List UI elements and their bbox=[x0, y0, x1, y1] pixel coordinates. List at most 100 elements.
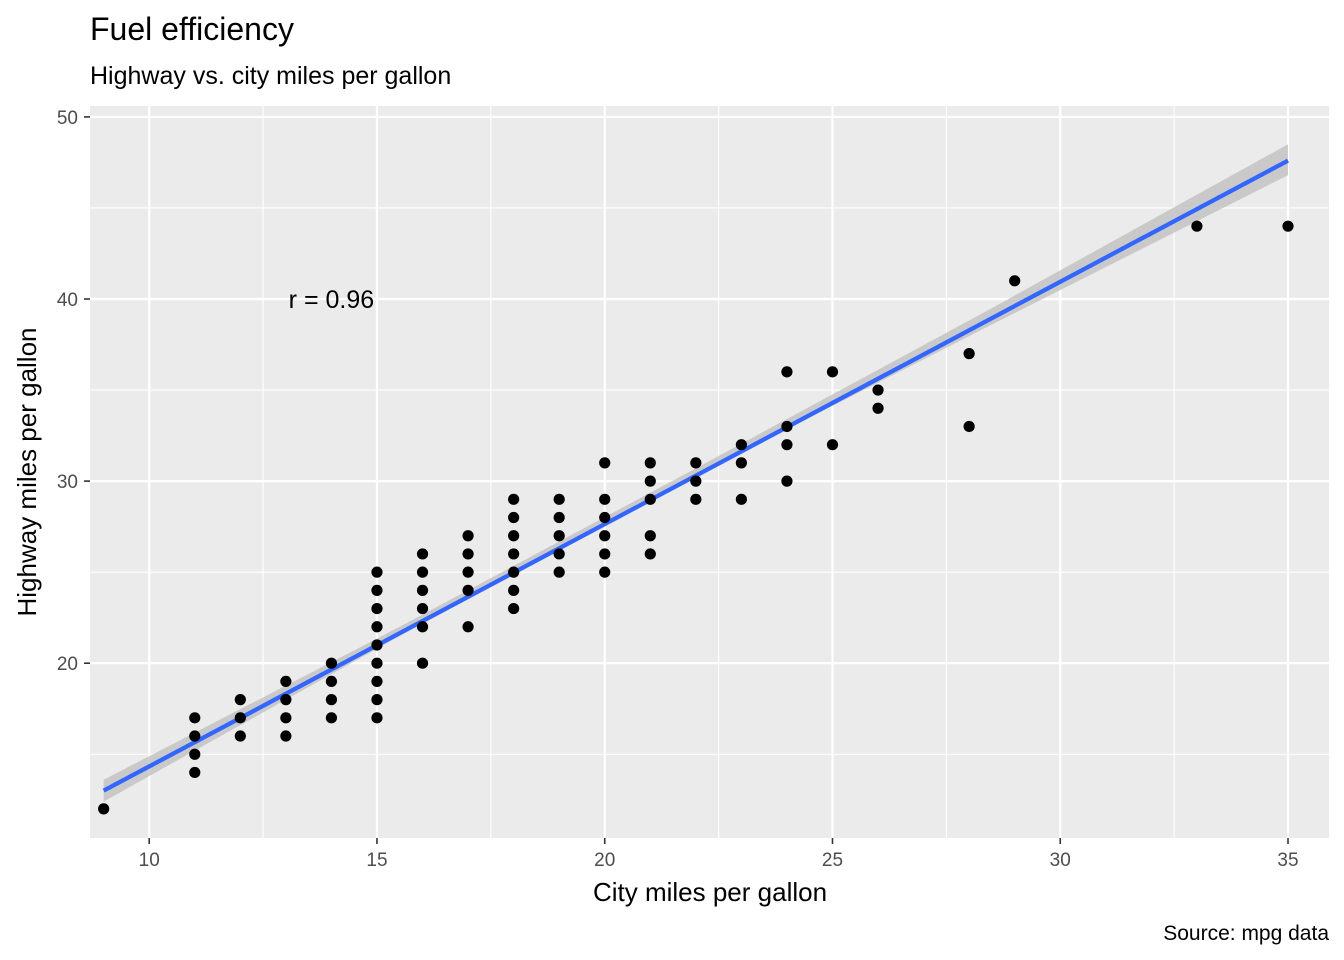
data-point bbox=[781, 420, 793, 433]
data-point bbox=[462, 621, 474, 633]
data-point bbox=[963, 420, 975, 433]
x-axis-title: City miles per gallon bbox=[593, 877, 827, 907]
x-tick-label: 20 bbox=[594, 850, 615, 871]
data-point bbox=[508, 530, 520, 542]
y-tick-label: 50 bbox=[57, 108, 78, 129]
data-point bbox=[644, 530, 656, 542]
data-point bbox=[325, 657, 338, 669]
data-point bbox=[1282, 220, 1294, 232]
data-point bbox=[371, 675, 383, 688]
data-point bbox=[508, 493, 520, 505]
plot-panel bbox=[90, 106, 1329, 838]
data-point bbox=[508, 511, 520, 524]
data-point bbox=[462, 530, 474, 542]
data-point bbox=[325, 712, 338, 724]
data-point bbox=[234, 694, 246, 706]
data-point bbox=[735, 439, 747, 451]
data-point bbox=[599, 530, 611, 542]
data-point bbox=[963, 348, 975, 360]
data-point bbox=[98, 803, 110, 815]
data-point bbox=[371, 657, 383, 669]
data-point bbox=[416, 566, 429, 578]
data-point bbox=[781, 439, 793, 451]
data-point bbox=[826, 366, 839, 378]
x-tick-label: 15 bbox=[366, 850, 387, 871]
data-point bbox=[644, 457, 656, 469]
data-point bbox=[690, 475, 702, 487]
data-point bbox=[280, 730, 292, 742]
data-point bbox=[690, 457, 702, 469]
data-point bbox=[508, 584, 520, 596]
data-point bbox=[371, 694, 383, 706]
major-grid bbox=[90, 106, 1329, 838]
data-point bbox=[462, 548, 474, 560]
y-axis-ticks: 20 30 40 50 bbox=[57, 108, 90, 675]
x-tick-label: 30 bbox=[1050, 850, 1071, 871]
confidence-band-area bbox=[103, 144, 1289, 802]
data-point bbox=[1191, 220, 1203, 232]
data-point bbox=[599, 511, 611, 524]
data-points bbox=[98, 220, 1294, 815]
data-point bbox=[280, 675, 292, 688]
data-point bbox=[553, 493, 565, 505]
data-point bbox=[416, 602, 429, 615]
data-point bbox=[416, 657, 429, 669]
data-point bbox=[189, 730, 201, 742]
data-point bbox=[599, 566, 611, 578]
data-point bbox=[189, 748, 201, 760]
data-point bbox=[371, 602, 383, 615]
data-point bbox=[644, 548, 656, 560]
data-point bbox=[234, 712, 246, 724]
x-tick-label: 35 bbox=[1277, 850, 1298, 871]
data-point bbox=[781, 366, 793, 378]
data-point bbox=[599, 548, 611, 560]
y-axis-title: Highway miles per gallon bbox=[12, 327, 42, 616]
data-point bbox=[325, 694, 338, 706]
data-point bbox=[553, 530, 565, 542]
x-axis-ticks: 10 15 20 25 30 35 bbox=[139, 838, 1299, 871]
data-point bbox=[189, 766, 201, 779]
data-point bbox=[371, 566, 383, 578]
data-point bbox=[508, 602, 520, 615]
data-point bbox=[462, 566, 474, 578]
data-point bbox=[462, 584, 474, 596]
chart-title: Fuel efficiency bbox=[90, 11, 294, 47]
data-point bbox=[1009, 275, 1021, 287]
y-tick-label: 30 bbox=[57, 472, 78, 493]
data-point bbox=[644, 493, 656, 505]
data-point bbox=[234, 730, 246, 742]
data-point bbox=[280, 694, 292, 706]
x-tick-label: 10 bbox=[139, 850, 160, 871]
data-point bbox=[553, 511, 565, 524]
data-point bbox=[735, 493, 747, 505]
data-point bbox=[371, 712, 383, 724]
chart-subtitle: Highway vs. city miles per gallon bbox=[90, 62, 451, 90]
data-point bbox=[553, 548, 565, 560]
data-point bbox=[553, 566, 565, 578]
correlation-annotation: r = 0.96 bbox=[289, 286, 374, 314]
data-point bbox=[826, 439, 839, 451]
data-point bbox=[508, 566, 520, 578]
data-point bbox=[599, 493, 611, 505]
data-point bbox=[690, 493, 702, 505]
data-point bbox=[599, 457, 611, 469]
y-tick-label: 20 bbox=[57, 654, 78, 675]
data-point bbox=[371, 621, 383, 633]
data-point bbox=[189, 712, 201, 724]
data-point bbox=[872, 402, 884, 414]
data-point bbox=[735, 457, 747, 469]
data-point bbox=[280, 712, 292, 724]
data-point bbox=[325, 675, 338, 688]
data-point bbox=[371, 639, 383, 651]
data-point bbox=[781, 475, 793, 487]
data-point bbox=[872, 384, 884, 396]
data-point bbox=[371, 584, 383, 596]
data-point bbox=[416, 548, 429, 560]
x-tick-label: 25 bbox=[822, 850, 843, 871]
data-point bbox=[508, 548, 520, 560]
data-point bbox=[416, 584, 429, 596]
confidence-band bbox=[103, 144, 1289, 802]
y-tick-label: 40 bbox=[57, 290, 78, 311]
data-point bbox=[416, 621, 429, 633]
